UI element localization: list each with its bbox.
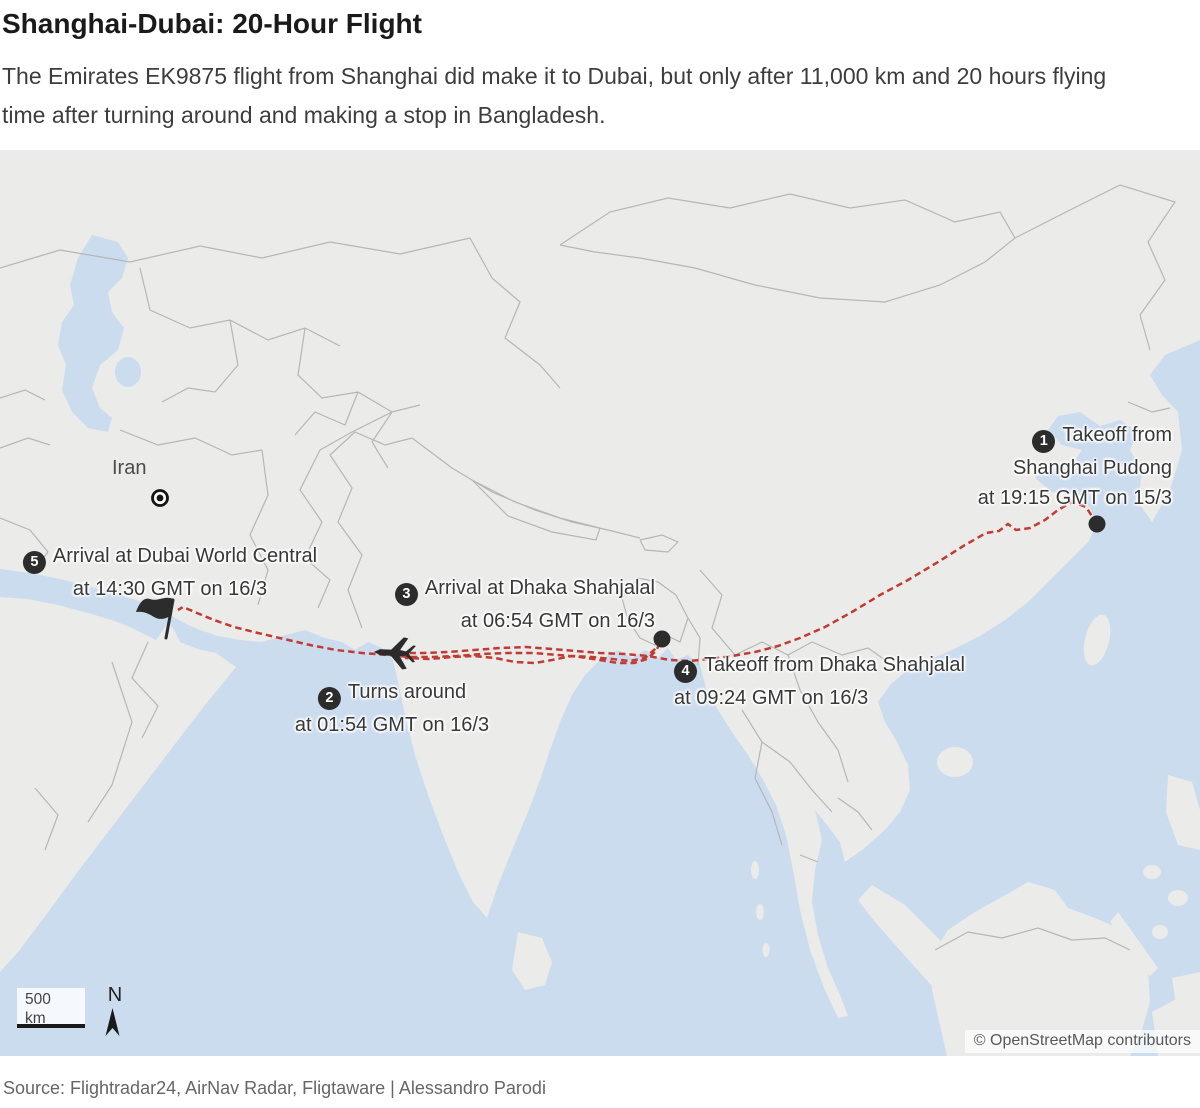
annotation-line: Turns around xyxy=(347,681,467,703)
scale-unit: km xyxy=(25,1010,46,1027)
scale-bar: 500 km xyxy=(17,988,85,1028)
north-arrow-icon xyxy=(105,1008,120,1036)
flight-path xyxy=(177,500,1099,665)
capital-city-icon xyxy=(151,489,169,507)
annotation-line: Shanghai Pudong xyxy=(1012,457,1172,479)
step-2-badge: 2 xyxy=(317,687,341,710)
dhaka-dot xyxy=(653,630,671,648)
annotation-line: at 09:24 GMT on 16/3 xyxy=(674,687,869,709)
caspian-sea xyxy=(58,235,128,432)
caspian-lobe xyxy=(115,357,141,387)
step-3-badge: 3 xyxy=(394,583,418,606)
scale-value: 500 xyxy=(25,991,51,1008)
annotation-arrival-dhaka: 3 Arrival at Dhaka Shahjalal at 06:54 GMT… xyxy=(394,573,655,636)
source-line: Source: Flightradar24, AirNav Radar, Fli… xyxy=(3,1078,546,1098)
annotation-line: at 01:54 GMT on 16/3 xyxy=(294,714,490,736)
map-attribution: © OpenStreetMap contributors xyxy=(964,1030,1200,1053)
annotation-line: at 06:54 GMT on 16/3 xyxy=(460,610,655,632)
country-label-iran: Iran xyxy=(112,457,147,479)
annotation-arrival-dubai: 5 Arrival at Dubai World Central at 14:30… xyxy=(22,541,318,604)
annotation-takeoff-dhaka: 4 Takeoff from Dhaka Shahjalal at 09:24 G… xyxy=(674,650,965,713)
annotation-turns-around: 2 Turns around at 01:54 GMT on 16/3 xyxy=(295,677,489,740)
flight-path-leg1 xyxy=(405,500,1099,663)
shanghai-dot xyxy=(1088,515,1106,533)
annotation-line: Takeoff from Dhaka Shahjalal xyxy=(704,654,965,676)
plane-icon xyxy=(374,637,416,670)
map-canvas: 1 Takeoff from Shanghai Pudong at 19:15 G… xyxy=(0,150,1200,1056)
country-borders xyxy=(0,184,1176,951)
annotation-line: Takeoff from xyxy=(1062,424,1172,446)
page-title: Shanghai-Dubai: 20-Hour Flight xyxy=(2,8,422,39)
land-arabia xyxy=(0,597,236,972)
annotation-line: Arrival at Dhaka Shahjalal xyxy=(424,577,655,599)
annotation-line: at 14:30 GMT on 16/3 xyxy=(72,578,268,600)
north-indicator: N xyxy=(107,984,123,1006)
destination-flag-icon xyxy=(136,597,175,640)
step-1-badge: 1 xyxy=(1032,430,1056,453)
map-svg xyxy=(0,150,1200,1056)
annotation-line: Arrival at Dubai World Central xyxy=(52,545,318,567)
step-5-badge: 5 xyxy=(22,551,46,574)
annotation-takeoff-shanghai: 1 Takeoff from Shanghai Pudong at 19:15 G… xyxy=(978,420,1172,513)
land-mainland xyxy=(0,150,1200,1018)
annotation-line: at 19:15 GMT on 15/3 xyxy=(977,487,1172,509)
step-4-badge: 4 xyxy=(674,660,697,683)
page-subtitle: The Emirates EK9875 flight from Shanghai… xyxy=(2,63,1107,128)
flight-path-leg3 xyxy=(177,605,664,665)
